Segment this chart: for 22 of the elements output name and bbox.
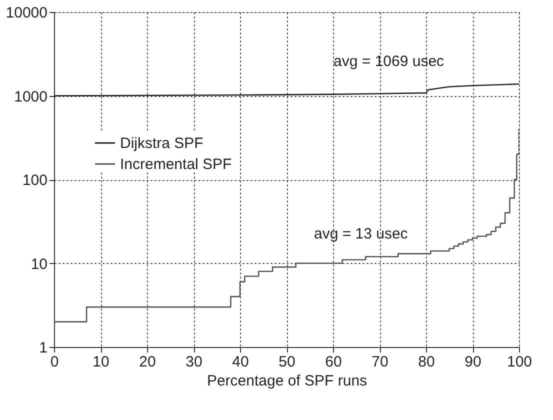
x-tick-label: 30 — [186, 354, 202, 370]
legend-label: Dijkstra SPF — [120, 135, 204, 152]
y-tick-label: 10000 — [6, 4, 48, 22]
x-tick-label: 70 — [372, 354, 388, 370]
x-tick-label: 90 — [464, 354, 482, 370]
x-tick-label: 80 — [418, 354, 435, 370]
y-tick-label: 100 — [22, 172, 48, 189]
x-tick-label: 20 — [139, 354, 156, 370]
x-tick-label: 40 — [232, 354, 249, 370]
x-tick-label: 100 — [506, 354, 532, 370]
annotation: avg = 1069 usec — [334, 52, 445, 70]
x-axis-title: Percentage of SPF runs — [206, 372, 368, 390]
y-tick-label: 1000 — [14, 88, 48, 106]
y-tick-label: 1 — [39, 340, 48, 356]
line-series — [54, 83, 519, 96]
annotation: avg = 13 usec — [314, 225, 408, 242]
x-tick-label: 0 — [50, 354, 59, 370]
legend-label: Incremental SPF — [120, 156, 232, 173]
x-tick-label: 50 — [278, 354, 296, 370]
x-tick-label: 10 — [92, 354, 110, 370]
x-tick-label: 60 — [325, 354, 342, 370]
y-tick-label: 10 — [30, 256, 48, 273]
